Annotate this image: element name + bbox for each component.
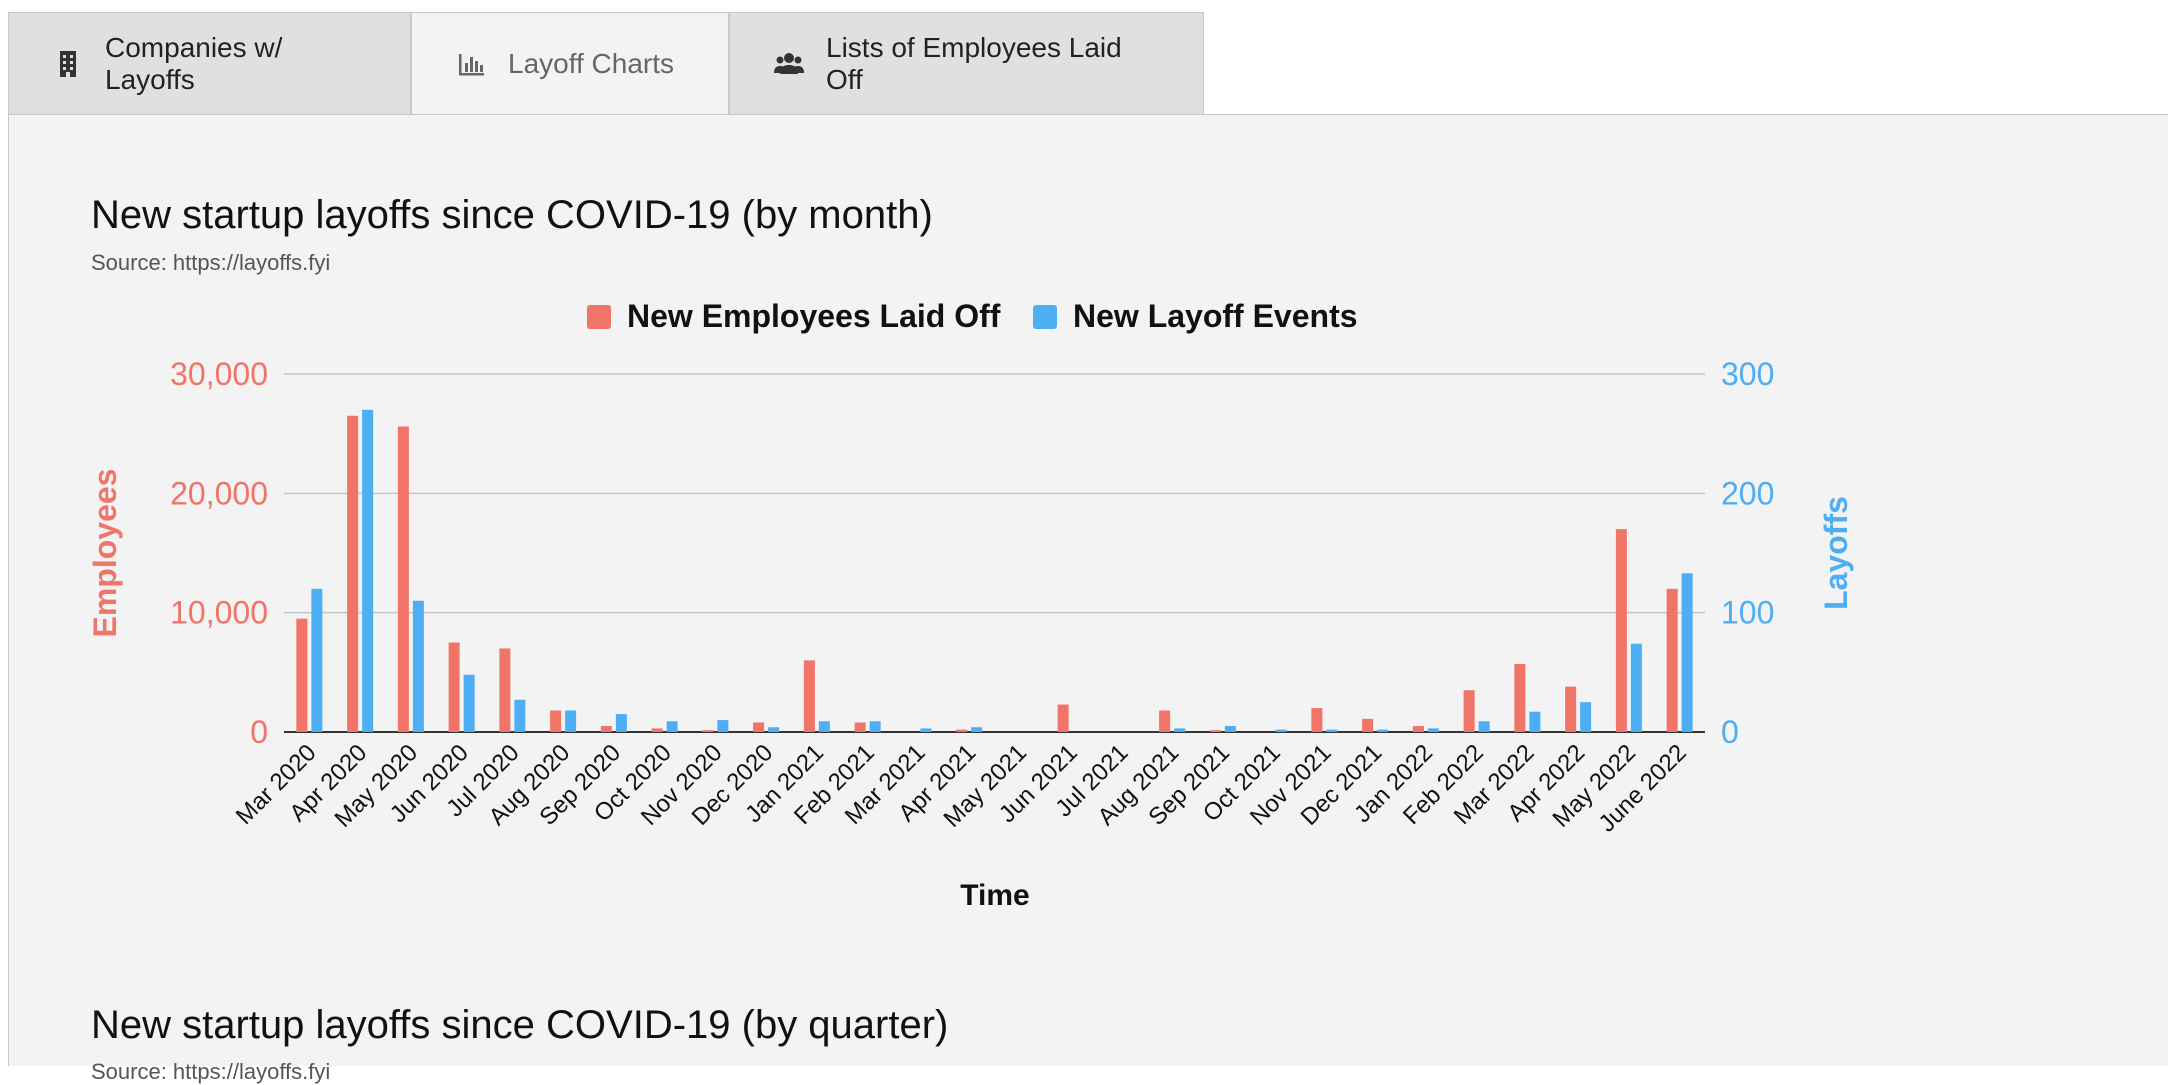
legend-label-layoffs: New Layoff Events xyxy=(1073,298,1358,334)
bar-employees-laid-off xyxy=(1463,690,1475,732)
bar-employees-laid-off xyxy=(550,710,562,732)
bar-employees-laid-off xyxy=(397,426,409,732)
y-right-tick-label: 200 xyxy=(1721,475,1774,511)
bar-employees-laid-off xyxy=(956,729,968,732)
bar-chart-icon xyxy=(456,49,486,79)
bar-employees-laid-off xyxy=(753,722,765,732)
bar-employees-laid-off xyxy=(1057,704,1069,732)
bar-employees-laid-off xyxy=(499,648,511,732)
bar-employees-laid-off xyxy=(600,726,612,732)
y-left-tick-label: 10,000 xyxy=(170,595,268,631)
chart-source-monthly: Source: https://layoffs.fyi xyxy=(91,250,331,275)
y-right-tick-label: 0 xyxy=(1721,714,1739,750)
bar-layoff-events xyxy=(362,409,374,732)
bar-employees-laid-off xyxy=(854,722,866,732)
bar-layoff-events xyxy=(463,674,475,732)
users-icon xyxy=(774,49,804,79)
y-left-tick-label: 0 xyxy=(250,714,268,750)
bar-layoff-events xyxy=(565,710,577,732)
bar-employees-laid-off xyxy=(803,660,815,732)
chart-title-monthly: New startup layoffs since COVID-19 (by m… xyxy=(91,193,933,237)
bar-layoff-events xyxy=(1580,702,1592,732)
bar-employees-laid-off xyxy=(651,728,663,732)
bar-layoff-events xyxy=(717,720,729,732)
y-left-axis-title: Employees xyxy=(87,469,123,638)
bar-layoff-events xyxy=(920,728,932,732)
bar-employees-laid-off xyxy=(1514,663,1526,732)
chart-source-quarterly: Source: https://layoffs.fyi xyxy=(91,1059,331,1084)
bar-employees-laid-off xyxy=(1159,710,1171,732)
tab-companies-with-layoffs[interactable]: Companies w/ Layoffs xyxy=(8,12,411,115)
bar-layoff-events xyxy=(1681,573,1693,732)
bar-layoff-events xyxy=(1326,729,1338,732)
bar-layoff-events xyxy=(1377,729,1389,732)
y-left-tick-label: 20,000 xyxy=(170,475,268,511)
legend-swatch-employees xyxy=(587,305,611,329)
bar-layoff-events xyxy=(412,600,424,732)
legend-swatch-layoffs xyxy=(1033,305,1057,329)
bar-employees-laid-off xyxy=(702,730,714,732)
bar-layoff-events xyxy=(1427,728,1439,732)
bar-layoff-events xyxy=(1630,643,1642,732)
tab-lists-of-employees[interactable]: Lists of Employees Laid Off xyxy=(729,12,1204,115)
bar-employees-laid-off xyxy=(1666,588,1678,732)
tab-bar: Companies w/ Layoffs Layoff Charts Lists… xyxy=(8,12,1204,115)
bar-employees-laid-off xyxy=(1412,726,1424,732)
y-right-tick-label: 100 xyxy=(1721,595,1774,631)
bar-layoff-events xyxy=(1529,711,1541,732)
tab-label: Lists of Employees Laid Off xyxy=(826,32,1122,95)
bar-layoff-events xyxy=(1275,729,1287,732)
tab-label: Layoff Charts xyxy=(508,48,675,79)
bar-layoff-events xyxy=(311,588,323,732)
bar-employees-laid-off xyxy=(1565,686,1577,732)
bar-employees-laid-off xyxy=(448,642,460,732)
bar-layoff-events xyxy=(514,699,526,732)
tab-label: Companies w/ Layoffs xyxy=(105,32,283,95)
bar-layoff-events xyxy=(666,721,678,732)
bar-employees-laid-off xyxy=(1615,529,1627,732)
bar-layoff-events xyxy=(971,727,983,732)
bar-layoff-events xyxy=(818,721,830,732)
bar-layoff-events xyxy=(615,714,627,732)
bar-employees-laid-off xyxy=(347,415,359,732)
chart-title-quarterly: New startup layoffs since COVID-19 (by q… xyxy=(91,1003,949,1047)
building-icon xyxy=(53,49,83,79)
bar-employees-laid-off xyxy=(1362,718,1374,732)
y-right-axis-title: Layoffs xyxy=(1818,496,1854,610)
bar-layoff-events xyxy=(1478,721,1490,732)
bar-employees-laid-off xyxy=(1311,708,1323,732)
legend-label-employees: New Employees Laid Off xyxy=(627,298,1001,334)
x-axis-title: Time xyxy=(960,879,1029,912)
charts-panel: New startup layoffs since COVID-19 (by m… xyxy=(8,114,2168,1084)
bar-employees-laid-off xyxy=(296,618,308,732)
tab-layoff-charts[interactable]: Layoff Charts xyxy=(411,12,729,115)
bar-layoff-events xyxy=(869,721,881,732)
bar-layoff-events xyxy=(1174,728,1186,732)
bar-layoff-events xyxy=(768,727,780,732)
bar-employees-laid-off xyxy=(1209,730,1221,732)
bar-layoff-events xyxy=(1224,726,1236,732)
y-right-tick-label: 300 xyxy=(1721,356,1774,392)
y-left-tick-label: 30,000 xyxy=(170,356,268,392)
